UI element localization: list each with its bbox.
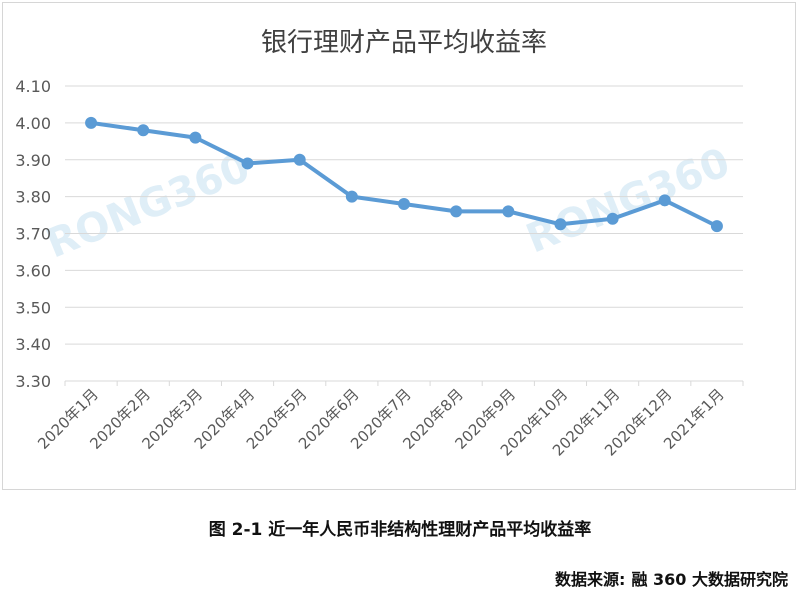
y-tick-label: 3.60 xyxy=(15,261,51,280)
y-tick-label: 4.00 xyxy=(15,114,51,133)
line-chart: RONG360 RONG360 银行理财产品平均收益率 3.30 3.40 3.50 3.6… xyxy=(15,28,744,460)
chart-frame: RONG360 RONG360 银行理财产品平均收益率 3.30 3.40 3.50 3.6… xyxy=(2,2,796,490)
data-point xyxy=(241,157,254,170)
source-note: 数据来源: 融 360 大数据研究院 xyxy=(555,566,788,590)
y-tick-label: 3.50 xyxy=(15,298,51,317)
y-tick-label: 4.10 xyxy=(15,77,51,96)
y-tick-label: 3.30 xyxy=(15,372,51,391)
y-tick-label: 3.40 xyxy=(15,335,51,354)
data-point xyxy=(345,190,358,203)
y-tick-label: 3.90 xyxy=(15,151,51,170)
source-label: 数据来源: xyxy=(555,570,626,589)
source-value: 融 360 大数据研究院 xyxy=(631,570,788,589)
data-point xyxy=(658,194,671,207)
y-tick-label: 3.80 xyxy=(15,188,51,207)
data-point xyxy=(606,212,619,225)
data-point xyxy=(502,205,515,218)
y-tick-label: 3.70 xyxy=(15,225,51,244)
data-point xyxy=(85,116,98,129)
watermark-text: RONG360 xyxy=(40,144,256,267)
watermark-text: RONG360 xyxy=(520,139,736,262)
data-point xyxy=(710,220,723,233)
data-point xyxy=(137,124,150,137)
chart-title: 银行理财产品平均收益率 xyxy=(261,28,547,58)
data-point xyxy=(189,131,202,144)
data-point xyxy=(293,153,306,166)
data-point xyxy=(554,218,567,231)
data-point xyxy=(450,205,463,218)
data-point xyxy=(398,198,410,210)
figure-caption: 图 2-1 近一年人民币非结构性理财产品平均收益率 xyxy=(208,520,592,540)
